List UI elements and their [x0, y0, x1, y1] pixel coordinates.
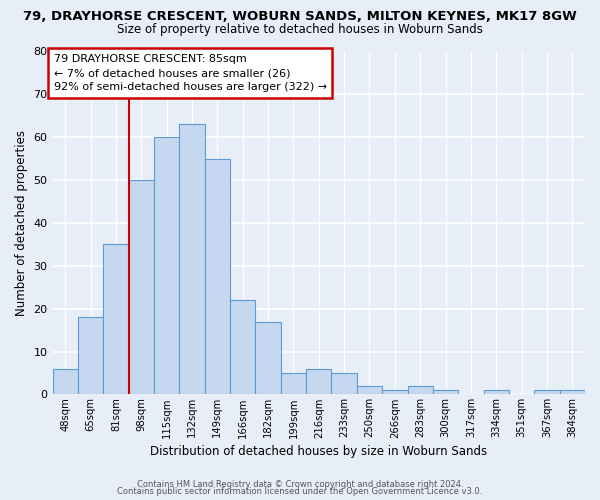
Bar: [433, 390, 458, 394]
Text: Contains public sector information licensed under the Open Government Licence v3: Contains public sector information licen…: [118, 487, 482, 496]
Bar: [357, 386, 382, 394]
Bar: [78, 317, 103, 394]
Bar: [407, 386, 433, 394]
Text: Size of property relative to detached houses in Woburn Sands: Size of property relative to detached ho…: [117, 22, 483, 36]
Text: Contains HM Land Registry data © Crown copyright and database right 2024.: Contains HM Land Registry data © Crown c…: [137, 480, 463, 489]
Bar: [484, 390, 509, 394]
Bar: [154, 137, 179, 394]
Bar: [205, 158, 230, 394]
Bar: [331, 373, 357, 394]
Bar: [53, 368, 78, 394]
Bar: [560, 390, 585, 394]
Y-axis label: Number of detached properties: Number of detached properties: [15, 130, 28, 316]
Bar: [306, 368, 331, 394]
Bar: [281, 373, 306, 394]
Bar: [128, 180, 154, 394]
Bar: [256, 322, 281, 394]
Bar: [103, 244, 128, 394]
Bar: [534, 390, 560, 394]
Bar: [230, 300, 256, 394]
Text: 79 DRAYHORSE CRESCENT: 85sqm
← 7% of detached houses are smaller (26)
92% of sem: 79 DRAYHORSE CRESCENT: 85sqm ← 7% of det…: [54, 54, 327, 92]
Bar: [382, 390, 407, 394]
Text: 79, DRAYHORSE CRESCENT, WOBURN SANDS, MILTON KEYNES, MK17 8GW: 79, DRAYHORSE CRESCENT, WOBURN SANDS, MI…: [23, 10, 577, 23]
X-axis label: Distribution of detached houses by size in Woburn Sands: Distribution of detached houses by size …: [150, 444, 487, 458]
Bar: [179, 124, 205, 394]
